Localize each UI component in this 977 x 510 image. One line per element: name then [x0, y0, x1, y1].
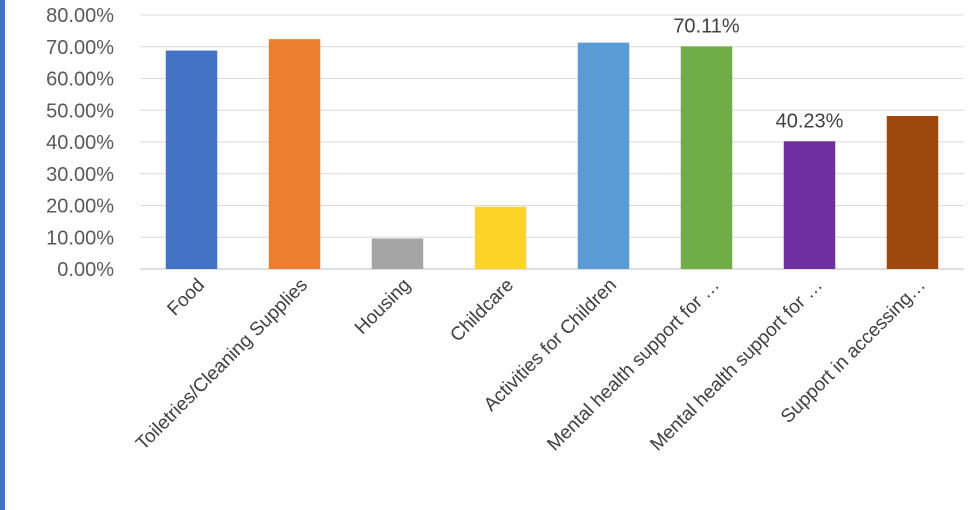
gridlines — [140, 14, 964, 270]
bar — [371, 238, 424, 269]
bar — [268, 39, 321, 269]
x-category-label: Housing — [351, 275, 415, 339]
y-tick-label: 70.00% — [46, 37, 114, 59]
bar — [577, 42, 630, 270]
bar — [474, 206, 527, 269]
y-tick-label: 60.00% — [46, 69, 114, 91]
y-tick-label: 30.00% — [46, 164, 114, 186]
y-tick-label: 0.00% — [57, 259, 114, 281]
x-category-label: Childcare — [446, 275, 518, 347]
bar — [783, 141, 836, 269]
x-category-label: Mental health support for … — [543, 275, 724, 456]
data-label: 70.11% — [673, 15, 740, 37]
x-category-label: Toiletries/Cleaning Supplies — [132, 275, 312, 455]
y-tick-label: 50.00% — [46, 100, 114, 122]
left-edge-accent — [0, 0, 5, 510]
y-tick-label: 20.00% — [46, 196, 114, 218]
y-tick-label: 80.00% — [46, 5, 114, 27]
bar — [165, 50, 218, 270]
data-labels: 70.11% 40.23% — [673, 15, 843, 132]
y-tick-label: 40.00% — [46, 132, 114, 154]
x-category-label: Mental health support for … — [646, 275, 827, 456]
bar — [680, 46, 733, 269]
x-category-label: Food — [164, 275, 209, 320]
bars — [165, 39, 939, 270]
data-label: 40.23% — [776, 110, 844, 132]
y-axis-tick-labels: 0.00% 10.00% 20.00% 30.00% 40.00% 50.00% 60.00… — [46, 5, 114, 281]
bar — [886, 115, 939, 269]
y-tick-label: 10.00% — [46, 227, 114, 249]
